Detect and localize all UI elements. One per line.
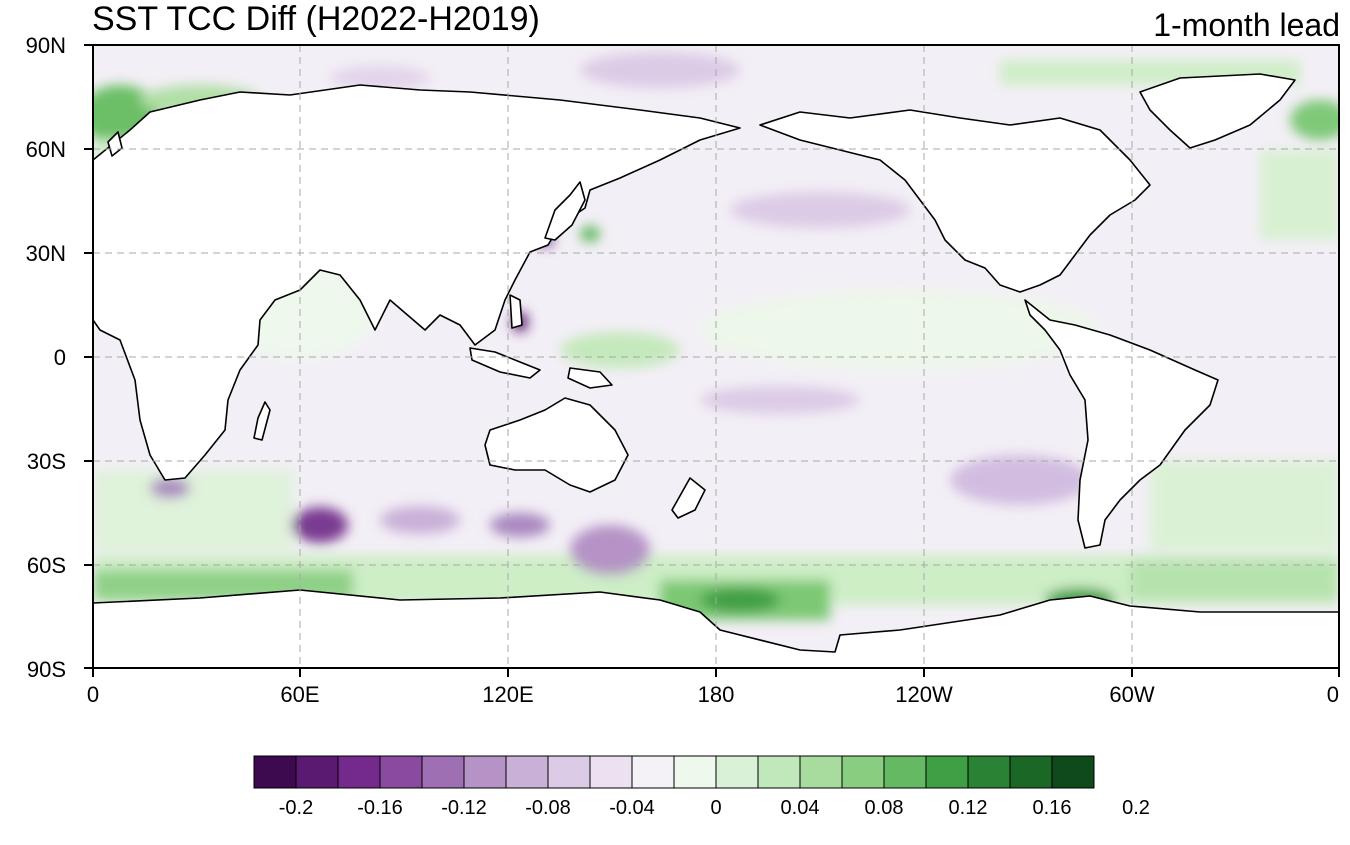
colorbar-swatch <box>757 755 801 789</box>
colorbar-swatch <box>547 755 591 789</box>
colorbar-label: -0.04 <box>609 797 655 819</box>
lat-label-30s: 30S <box>26 449 66 474</box>
colorbar-label: -0.16 <box>357 797 403 819</box>
lat-label-30n: 30N <box>25 241 66 266</box>
lat-label-60s: 60S <box>26 553 66 578</box>
colorbar-swatch <box>505 755 549 789</box>
colorbar-label: 0.04 <box>780 797 820 819</box>
lat-label-0: 0 <box>53 345 66 370</box>
lon-label-60e: 60E <box>280 682 320 707</box>
colorbar-swatch <box>967 755 1011 789</box>
colorbar-swatch <box>337 755 381 789</box>
colorbar-swatch <box>295 755 339 789</box>
lat-label-90n: 90N <box>25 33 66 58</box>
map-title: SST TCC Diff (H2022-H2019) <box>92 0 540 38</box>
new-zealand <box>671 477 706 519</box>
colorbar-label: 0.12 <box>948 797 988 819</box>
lon-label-180: 180 <box>697 682 735 707</box>
central-south-america <box>1024 299 1219 549</box>
colorbar-swatch <box>463 755 507 789</box>
colorbar-label: 0 <box>710 797 722 819</box>
colorbar-swatch <box>589 755 633 789</box>
colorbar-label: -0.12 <box>441 797 487 819</box>
japan <box>544 181 586 241</box>
colorbar-swatch <box>631 755 675 789</box>
colorbar-swatch <box>1051 755 1095 789</box>
australia <box>484 397 629 493</box>
lead-label: 1-month lead <box>1153 7 1340 43</box>
colorbar-swatch <box>421 755 465 789</box>
colorbar-swatch <box>883 755 927 789</box>
lon-label-0: 0 <box>86 682 100 707</box>
antarctica <box>93 589 1339 668</box>
lon-label-0-east: 0 <box>1326 682 1339 707</box>
colorbar-label: -0.08 <box>525 797 571 819</box>
madagascar <box>253 401 271 441</box>
colorbar-swatch <box>379 755 423 789</box>
lon-label-120e: 120E <box>482 682 534 707</box>
lat-label-60n: 60N <box>25 137 66 162</box>
colorbar-swatch <box>253 755 297 789</box>
lon-label-120w: 120W <box>895 682 953 707</box>
colorbar-swatch <box>1009 755 1053 789</box>
colorbar-swatch <box>925 755 969 789</box>
british-isles <box>107 131 123 157</box>
colorbar-label: 0.08 <box>864 797 904 819</box>
indonesia <box>469 347 541 379</box>
graticule <box>93 45 1339 668</box>
colorbar-swatch <box>799 755 843 789</box>
colorbar-swatch <box>673 755 717 789</box>
new-guinea <box>567 367 613 389</box>
land-masses <box>93 73 1339 668</box>
colorbar-label: 0.16 <box>1032 797 1072 819</box>
colorbar <box>253 755 1095 789</box>
greenland <box>1139 73 1296 149</box>
philippines <box>509 294 523 329</box>
north-america <box>759 109 1151 293</box>
lon-label-60w: 60W <box>1109 682 1155 707</box>
colorbar-swatch <box>715 755 759 789</box>
lat-label-90s: 90S <box>26 657 66 682</box>
colorbar-swatch <box>841 755 885 789</box>
colorbar-label: 0.2 <box>1122 797 1150 819</box>
colorbar-label: -0.2 <box>278 797 314 819</box>
axis-ticks <box>84 44 1340 677</box>
